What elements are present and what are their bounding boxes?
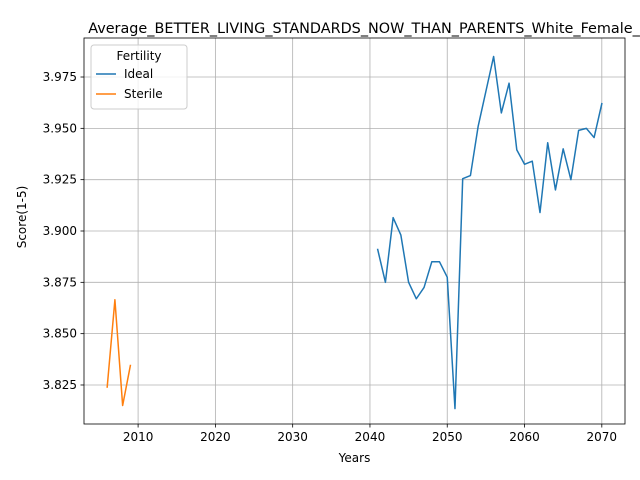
- x-tick-label: 2050: [432, 430, 463, 444]
- x-tick-label: 2030: [277, 430, 308, 444]
- x-tick-label: 2060: [509, 430, 540, 444]
- chart-title: Average_BETTER_LIVING_STANDARDS_NOW_THAN…: [88, 21, 640, 37]
- y-tick-label: 3.850: [43, 327, 77, 341]
- x-axis-title: Years: [338, 451, 371, 465]
- y-tick-label: 3.925: [43, 173, 77, 187]
- legend-label-sterile: Sterile: [124, 87, 163, 101]
- y-axis-title: Score(1-5): [15, 186, 29, 249]
- y-tick-label: 3.900: [43, 224, 77, 238]
- legend-title: Fertility: [116, 49, 161, 63]
- y-tick-label: 3.875: [43, 275, 77, 289]
- legend: Fertility Ideal Sterile: [91, 45, 187, 109]
- y-tick-label: 3.950: [43, 121, 77, 135]
- y-tick-label: 3.825: [43, 378, 77, 392]
- y-tick-label: 3.975: [43, 70, 77, 84]
- x-tick-label: 2020: [200, 430, 231, 444]
- x-tick-label: 2040: [355, 430, 386, 444]
- x-tick-label: 2070: [587, 430, 618, 444]
- legend-label-ideal: Ideal: [124, 67, 153, 81]
- x-tick-label: 2010: [123, 430, 154, 444]
